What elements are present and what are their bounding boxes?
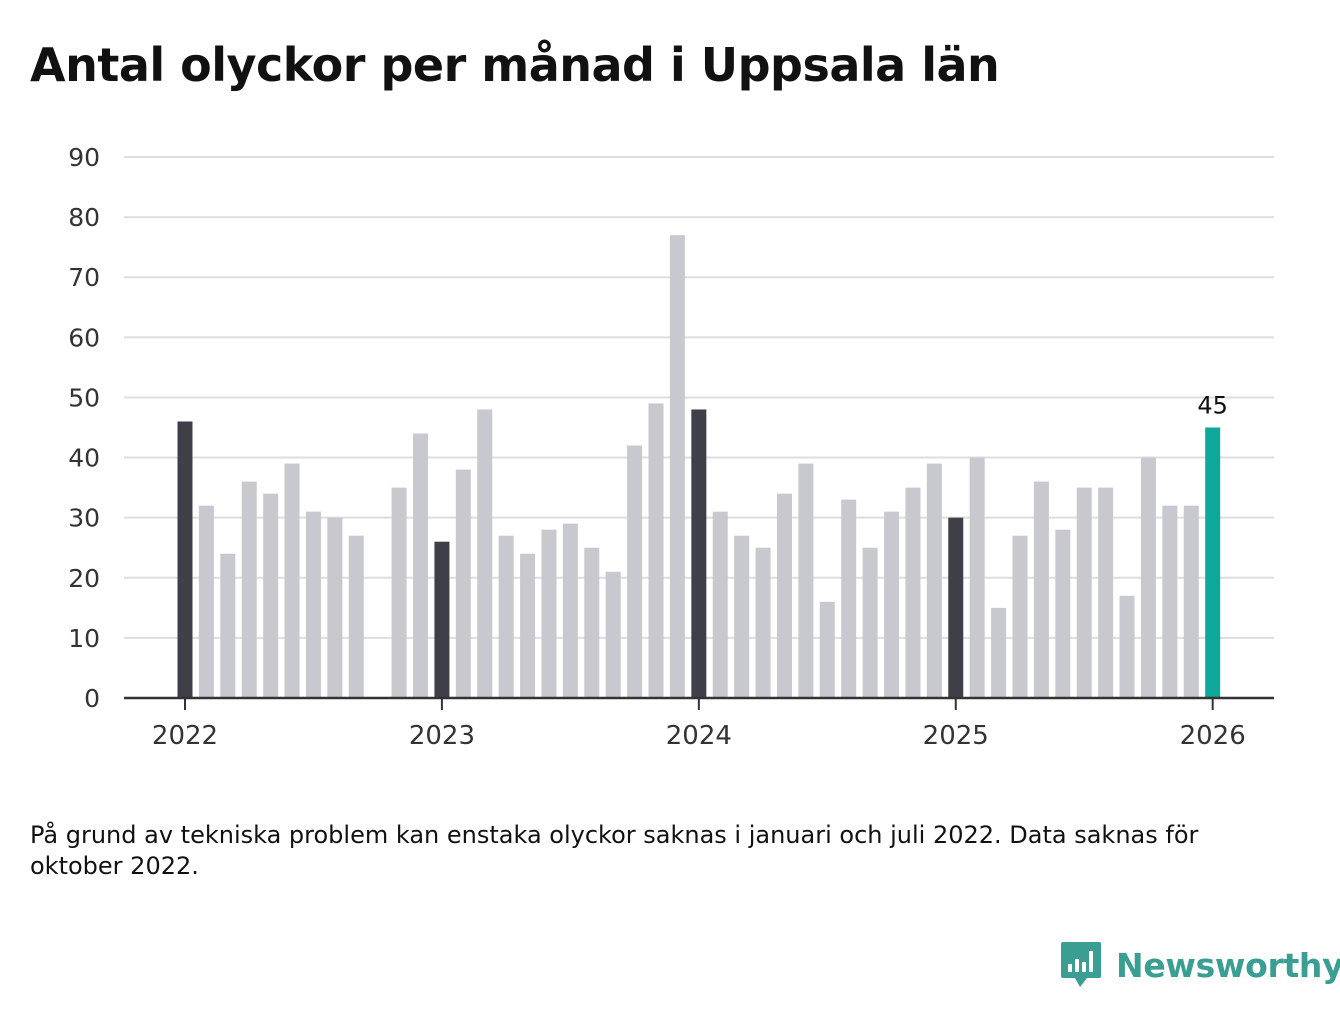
- chart-title: Antal olyckor per månad i Uppsala län: [30, 38, 1000, 92]
- data-label-latest: 45: [1197, 392, 1228, 420]
- bar-2024-12: [926, 463, 942, 698]
- newsworthy-logo[interactable]: Newsworthy: [1060, 940, 1340, 990]
- bar-2025-06: [1055, 529, 1071, 698]
- x-tick-label-2022: 2022: [152, 721, 218, 751]
- newsworthy-logo-icon: [1061, 942, 1101, 987]
- footnote: På grund av tekniska problem kan enstaka…: [30, 821, 1199, 880]
- bar-2023-01: [434, 541, 450, 698]
- bar-2023-12: [669, 235, 685, 698]
- bar-2022-03: [220, 553, 236, 698]
- y-tick-label-80: 80: [68, 203, 100, 232]
- labels: 0 10 20 30 40 50 60 70 80 90 2022 2023 2024 2025 2026 4…: [68, 143, 1246, 751]
- bar-2025-05: [1033, 481, 1049, 698]
- bar-2024-06: [798, 463, 814, 698]
- x-tick-label-2023: 2023: [409, 721, 475, 751]
- bar-2026-01: [1205, 427, 1221, 698]
- y-tick-label-90: 90: [68, 143, 100, 172]
- bar-chart: 0 10 20 30 40 50 60 70 80 90 2022 2023 2024 2025 2026 4…: [68, 143, 1274, 751]
- bar-2023-07: [562, 523, 578, 698]
- bar-2023-09: [605, 571, 621, 698]
- bar-2022-08: [327, 517, 343, 698]
- bar-2023-03: [477, 409, 493, 698]
- bar-2024-11: [905, 487, 921, 698]
- bar-2024-04: [755, 547, 771, 698]
- bar-2024-09: [862, 547, 878, 698]
- y-tick-label-50: 50: [68, 383, 100, 412]
- bar-2023-05: [520, 553, 536, 698]
- bar-2024-02: [712, 511, 728, 698]
- bar-2023-11: [648, 403, 664, 698]
- x-tick-label-2026: 2026: [1180, 721, 1246, 751]
- bar-2023-06: [541, 529, 557, 698]
- bar-2022-09: [348, 535, 364, 698]
- bar-2022-12: [413, 433, 429, 698]
- bar-2024-03: [734, 535, 750, 698]
- bar-2024-07: [819, 601, 835, 698]
- bar-2024-10: [884, 511, 900, 698]
- bar-2025-04: [1012, 535, 1028, 698]
- y-tick-label-60: 60: [68, 323, 100, 352]
- bar-2025-01: [948, 517, 964, 698]
- bar-2024-08: [841, 499, 857, 698]
- bar-2025-09: [1119, 595, 1135, 698]
- y-tick-label-70: 70: [68, 263, 100, 292]
- bar-2022-06: [284, 463, 300, 698]
- bar-2023-02: [455, 469, 471, 698]
- bar-2025-08: [1098, 487, 1114, 698]
- bar-2022-04: [241, 481, 257, 698]
- y-tick-label-20: 20: [68, 564, 100, 593]
- y-tick-label-0: 0: [84, 684, 100, 713]
- bar-2024-05: [776, 493, 792, 698]
- bar-2025-10: [1140, 457, 1156, 698]
- bar-2022-07: [305, 511, 321, 698]
- bar-2025-11: [1162, 505, 1178, 698]
- y-tick-label-30: 30: [68, 504, 100, 533]
- x-tick-label-2025: 2025: [923, 721, 989, 751]
- bar-2024-01: [691, 409, 707, 698]
- bar-2022-01: [177, 421, 193, 698]
- x-tick-label-2024: 2024: [666, 721, 732, 751]
- bar-2022-02: [198, 505, 214, 698]
- bar-2025-07: [1076, 487, 1092, 698]
- bar-2023-10: [627, 445, 643, 698]
- brand-name: Newsworthy: [1116, 945, 1340, 985]
- bar-2022-11: [391, 487, 407, 698]
- bar-2022-05: [263, 493, 279, 698]
- bar-2025-02: [969, 457, 985, 698]
- bars: [177, 235, 1221, 698]
- bar-2023-04: [498, 535, 514, 698]
- bar-2025-12: [1183, 505, 1199, 698]
- axes: [124, 696, 1274, 710]
- bar-2025-03: [991, 607, 1007, 698]
- y-tick-label-10: 10: [68, 624, 100, 653]
- bar-2023-08: [584, 547, 600, 698]
- y-tick-label-40: 40: [68, 444, 100, 473]
